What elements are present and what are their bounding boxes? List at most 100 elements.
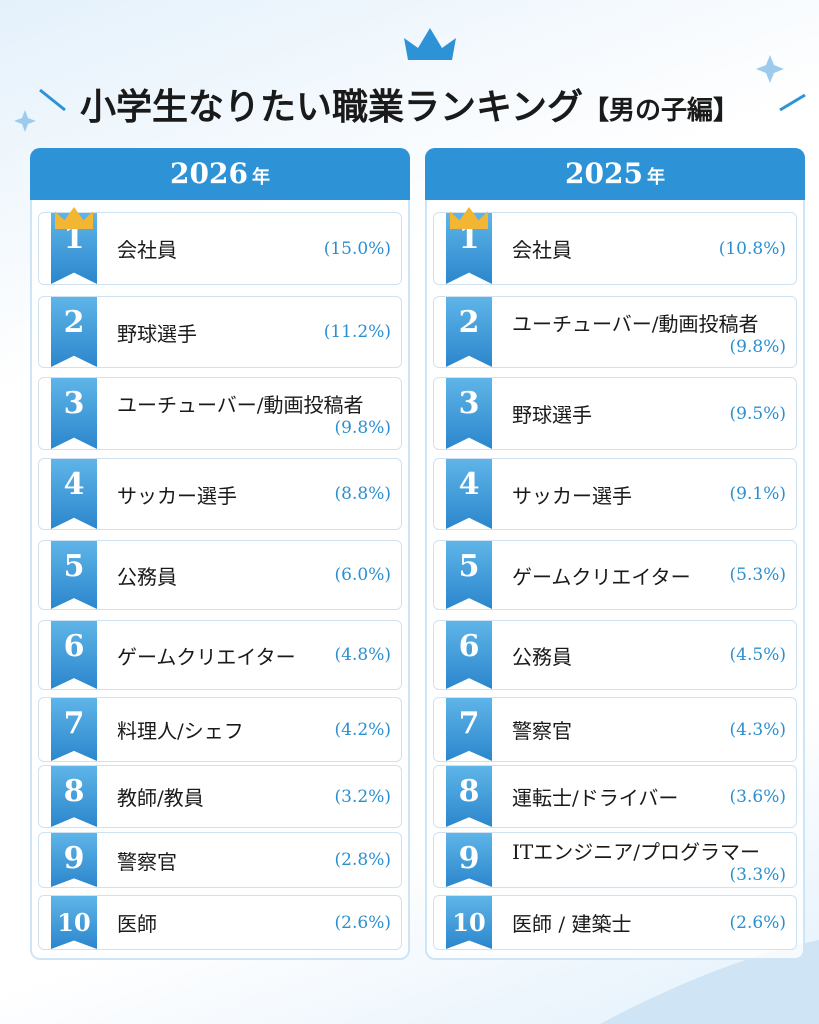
- row-text: ITエンジニア/プログラマー (3.3%): [512, 833, 786, 887]
- rank-ribbon: 10: [51, 896, 97, 949]
- ranking-row: 4 サッカー選手 (8.8%): [38, 458, 402, 530]
- share: (2.8%): [334, 850, 391, 870]
- accent: [779, 93, 806, 112]
- rank-ribbon: 5: [446, 541, 492, 609]
- row-text: 野球選手 (9.5%): [512, 378, 786, 449]
- year: 2025: [565, 157, 643, 190]
- job-name: 医師 / 建築士: [512, 912, 632, 936]
- ranking-column: 2025 年 1 会社員 (10.8%) 2 ユーチューバー/動画投稿者 (9.8%) 3 野球選…: [425, 148, 805, 960]
- rank-ribbon: 8: [51, 766, 97, 827]
- accent: [39, 88, 66, 112]
- job-name: 会社員: [117, 238, 177, 262]
- share: (9.1%): [729, 484, 786, 504]
- job-name: ユーチューバー/動画投稿者: [512, 311, 759, 336]
- job-name: ITエンジニア/プログラマー: [512, 839, 760, 864]
- job-name: ゲームクリエイター: [117, 644, 296, 669]
- rank-ribbon: 6: [51, 621, 97, 689]
- row-text: 公務員 (4.5%): [512, 621, 786, 689]
- job-name: ゲームクリエイター: [512, 564, 691, 589]
- title-text: 小学生なりたい職業ランキング: [80, 86, 583, 128]
- rank-ribbon: 3: [446, 378, 492, 449]
- ranking-row: 8 教師/教員 (3.2%): [38, 765, 402, 828]
- ranking-row: 2 野球選手 (11.2%): [38, 296, 402, 368]
- rank-ribbon: 7: [51, 698, 97, 761]
- row-text: 教師/教員 (3.2%): [117, 766, 391, 827]
- wave: [600, 940, 819, 1024]
- ranking-row: 10 医師 / 建築士 (2.6%): [433, 895, 797, 950]
- job-name: 警察官: [117, 849, 177, 874]
- share: (9.5%): [729, 403, 786, 424]
- job-name: 公務員: [512, 644, 572, 669]
- ranking-row: 1 会社員 (10.8%): [433, 207, 797, 285]
- job-name: ユーチューバー/動画投稿者: [117, 393, 364, 417]
- ranking-row: 6 ゲームクリエイター (4.8%): [38, 620, 402, 690]
- column-header: 2025 年: [425, 148, 805, 200]
- ranking-row: 7 警察官 (4.3%): [433, 697, 797, 762]
- rank-ribbon: 3: [51, 378, 97, 449]
- job-name: 公務員: [117, 564, 177, 589]
- job-name: 教師/教員: [117, 786, 204, 810]
- row-text: サッカー選手 (8.8%): [117, 459, 391, 529]
- share: (2.6%): [729, 912, 786, 933]
- subtitle: 【男の子編】: [582, 96, 739, 126]
- share: (10.8%): [718, 238, 786, 259]
- rank-ribbon: 8: [446, 766, 492, 827]
- ranking-row: 8 運転士/ドライバー (3.6%): [433, 765, 797, 828]
- job-name: 運転士/ドライバー: [512, 786, 679, 810]
- ranking-row: 3 野球選手 (9.5%): [433, 377, 797, 450]
- job-name: 医師: [117, 912, 157, 936]
- crown-icon: [404, 28, 456, 60]
- share: (9.8%): [334, 418, 391, 438]
- ranking-row: 9 警察官 (2.8%): [38, 832, 402, 888]
- row-text: ユーチューバー/動画投稿者 (9.8%): [117, 378, 391, 449]
- row-text: サッカー選手 (9.1%): [512, 459, 786, 529]
- job-name: サッカー選手: [512, 483, 632, 508]
- share: (4.8%): [334, 645, 391, 665]
- ranking-row: 5 ゲームクリエイター (5.3%): [433, 540, 797, 610]
- row-text: 医師 (2.6%): [117, 896, 391, 949]
- row-text: 野球選手 (11.2%): [117, 297, 391, 367]
- row-text: 警察官 (4.3%): [512, 698, 786, 761]
- rank-ribbon: 7: [446, 698, 492, 761]
- crown: [55, 207, 93, 229]
- ranking-row: 7 料理人/シェフ (4.2%): [38, 697, 402, 762]
- job-name: 警察官: [512, 719, 572, 743]
- share: (4.3%): [729, 719, 786, 740]
- row-text: ゲームクリエイター (4.8%): [117, 621, 391, 689]
- share: (11.2%): [323, 322, 391, 342]
- ranking-row: 4 サッカー選手 (9.1%): [433, 458, 797, 530]
- year: 2026: [170, 157, 248, 190]
- crown: [450, 207, 488, 229]
- ranking-row: 1 会社員 (15.0%): [38, 207, 402, 285]
- ranking-row: 2 ユーチューバー/動画投稿者 (9.8%): [433, 296, 797, 368]
- sparkle: [756, 55, 784, 83]
- share: (15.0%): [323, 238, 391, 259]
- ranking-row: 10 医師 (2.6%): [38, 895, 402, 950]
- year-suffix: 年: [251, 167, 270, 188]
- row-text: 医師 / 建築士 (2.6%): [512, 896, 786, 949]
- row-text: 会社員 (10.8%): [512, 213, 786, 284]
- job-name: サッカー選手: [117, 483, 237, 508]
- share: (3.3%): [729, 864, 786, 885]
- ranking-row: 9 ITエンジニア/プログラマー (3.3%): [433, 832, 797, 888]
- row-text: ユーチューバー/動画投稿者 (9.8%): [512, 297, 786, 367]
- rank-ribbon: 9: [51, 833, 97, 887]
- row-text: 会社員 (15.0%): [117, 213, 391, 284]
- row-text: ゲームクリエイター (5.3%): [512, 541, 786, 609]
- column-header: 2026 年: [30, 148, 410, 200]
- share: (5.3%): [729, 565, 786, 585]
- share: (6.0%): [334, 565, 391, 585]
- rank-ribbon: 2: [51, 297, 97, 367]
- share: (3.6%): [729, 786, 786, 807]
- sparkle: [14, 110, 36, 132]
- job-name: 野球選手: [117, 321, 197, 346]
- ranking-row: 6 公務員 (4.5%): [433, 620, 797, 690]
- row-text: 料理人/シェフ (4.2%): [117, 698, 391, 761]
- share: (3.2%): [334, 786, 391, 807]
- share: (4.2%): [334, 719, 391, 740]
- share: (2.6%): [334, 912, 391, 933]
- rank-ribbon: 2: [446, 297, 492, 367]
- rank-ribbon: 4: [51, 459, 97, 529]
- title: 小学生なりたい職業ランキング【男の子編】: [0, 78, 819, 130]
